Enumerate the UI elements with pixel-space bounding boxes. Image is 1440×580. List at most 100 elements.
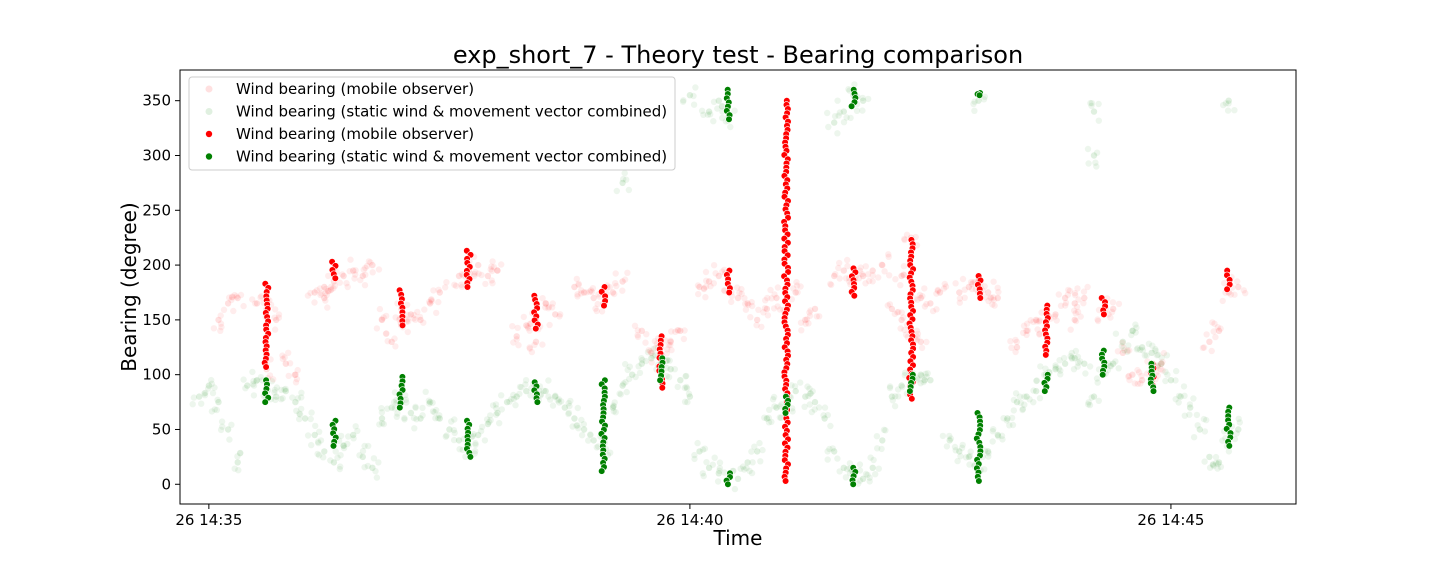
faint-point-cloud	[806, 309, 813, 316]
faint-point-cloud	[884, 302, 891, 309]
faint-point-cloud	[898, 309, 905, 316]
faint-point-cloud	[322, 297, 329, 304]
faint-point-cloud	[691, 455, 698, 463]
faint-point-cloud	[404, 311, 412, 319]
faint-point-cloud	[622, 360, 629, 368]
faint-point-cloud	[1074, 285, 1081, 292]
faint-point-cloud	[943, 443, 951, 450]
faint-point-cloud	[820, 412, 827, 419]
faint-point-cloud	[798, 327, 805, 334]
legend-label: Wind bearing (mobile observer)	[236, 125, 474, 143]
faint-point-cloud	[412, 403, 419, 410]
faint-point-cloud	[1240, 287, 1248, 294]
faint-point	[1071, 355, 1078, 362]
faint-point-cloud	[836, 468, 843, 475]
faint-point-cloud	[1095, 397, 1103, 404]
faint-point	[859, 272, 867, 280]
faint-point-cloud	[304, 292, 312, 299]
solid-point	[1100, 310, 1108, 319]
faint-point-cloud	[1033, 377, 1040, 385]
faint-point-cloud	[351, 275, 358, 282]
faint-point-cloud	[231, 291, 238, 299]
faint-point-cloud	[765, 414, 772, 421]
faint-point-cloud	[951, 443, 959, 451]
faint-point-cloud	[337, 432, 345, 440]
legend-marker	[205, 108, 213, 115]
faint-point-cloud	[753, 322, 760, 329]
faint-point-cloud	[296, 415, 303, 423]
faint-point-cloud	[540, 387, 547, 394]
faint-point-cloud	[971, 98, 978, 105]
faint-point-cloud	[360, 266, 367, 273]
faint-point-cloud	[352, 423, 359, 430]
faint-point-cloud	[695, 290, 702, 298]
faint-point-cloud	[776, 414, 784, 421]
faint-point-cloud	[1172, 377, 1179, 384]
faint-point-cloud	[1088, 102, 1095, 110]
solid-point	[906, 387, 914, 395]
faint-point-cloud	[574, 422, 581, 429]
faint-point	[859, 97, 867, 104]
faint-point-cloud	[285, 349, 292, 356]
legend-marker	[205, 130, 213, 138]
faint-point-cloud	[516, 390, 523, 398]
faint-point-cloud	[885, 251, 892, 258]
faint-point-cloud	[332, 448, 339, 455]
faint-point-cloud	[1209, 319, 1216, 326]
faint-point-cloud	[962, 454, 970, 461]
faint-point	[484, 272, 492, 280]
faint-point-cloud	[577, 290, 585, 297]
faint-point-cloud	[1190, 434, 1198, 441]
faint-point-cloud	[413, 416, 420, 423]
faint-point-cloud	[1190, 395, 1197, 402]
faint-point-cloud	[1158, 354, 1165, 361]
faint-point-cloud	[308, 409, 315, 416]
faint-point-cloud	[327, 457, 334, 464]
faint-point-cloud	[747, 314, 754, 321]
faint-point	[224, 426, 232, 433]
faint-point-cloud	[952, 280, 959, 287]
faint-point-cloud	[414, 308, 421, 316]
faint-point-cloud	[642, 357, 650, 365]
faint-point-cloud	[1114, 348, 1122, 355]
faint-point-cloud	[557, 311, 564, 318]
faint-point-cloud	[886, 301, 894, 308]
faint-point-cloud	[209, 389, 217, 397]
faint-point-cloud	[552, 392, 559, 399]
faint-point-cloud	[1217, 325, 1224, 332]
faint-point-cloud	[384, 405, 391, 412]
faint-point-cloud	[748, 298, 755, 306]
faint-point	[715, 97, 722, 104]
faint-point-cloud	[985, 297, 992, 305]
faint-point-cloud	[373, 474, 381, 481]
faint-point-cloud	[252, 300, 259, 307]
faint-point-cloud	[383, 330, 390, 337]
faint-point-cloud	[956, 299, 963, 306]
faint-point-cloud	[217, 320, 225, 327]
faint-point-cloud	[801, 403, 808, 410]
faint-point-cloud	[1085, 160, 1092, 167]
faint-point-cloud	[526, 345, 534, 352]
faint-point-cloud	[869, 278, 876, 285]
faint-point	[879, 261, 886, 269]
faint-point-cloud	[547, 396, 554, 403]
faint-point-cloud	[1208, 347, 1215, 355]
faint-point-cloud	[210, 325, 218, 332]
faint-point-cloud	[240, 376, 247, 383]
faint-point-cloud	[1088, 100, 1096, 107]
faint-point-cloud	[665, 374, 673, 381]
faint-point-cloud	[1000, 415, 1007, 422]
faint-point-cloud	[806, 401, 813, 408]
faint-point-cloud	[731, 107, 738, 114]
faint-point-cloud	[226, 436, 233, 443]
faint-point-cloud	[1175, 392, 1183, 400]
faint-point-cloud	[636, 369, 644, 377]
faint-point	[253, 300, 261, 307]
faint-point-cloud	[886, 384, 894, 392]
faint-point-cloud	[774, 303, 781, 310]
faint-point	[1081, 360, 1088, 367]
faint-point	[580, 289, 588, 296]
faint-point-cloud	[616, 390, 623, 397]
faint-point-cloud	[1194, 422, 1201, 429]
faint-point-cloud	[902, 331, 910, 338]
